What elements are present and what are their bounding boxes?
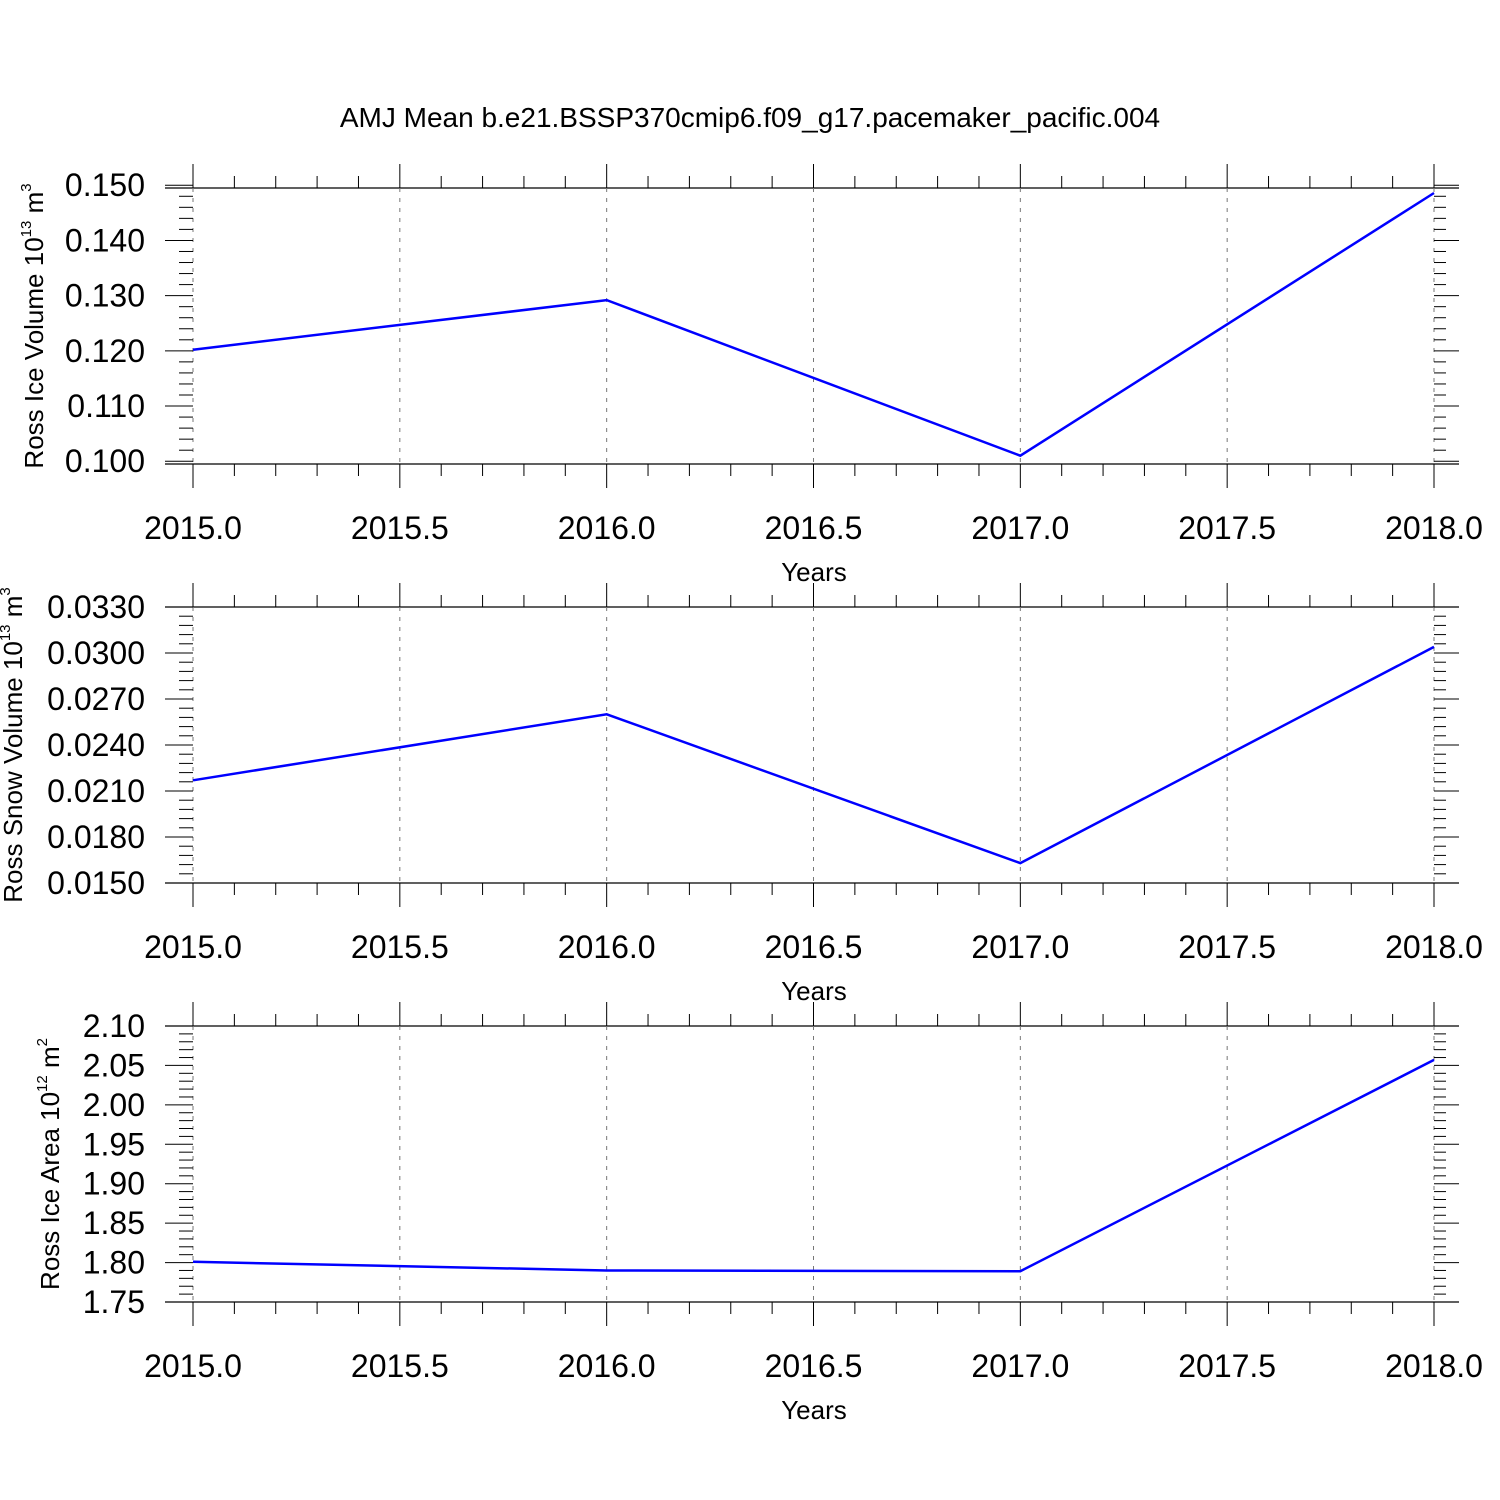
x-tick-label: 2015.5 [351, 1348, 449, 1384]
series-line [192, 1058, 1435, 1273]
x-tick-label: 2016.0 [558, 510, 656, 546]
x-tick-label: 2016.5 [765, 929, 863, 965]
y-axis-title-text: Ross Snow Volume 10 [0, 641, 28, 903]
y-axis-title-exponent: 13 [0, 624, 14, 641]
y-tick-label: 0.120 [65, 333, 145, 369]
x-tick-label: 2016.0 [558, 1348, 656, 1384]
y-tick-label: 1.85 [83, 1205, 145, 1241]
y-axis-title-exponent: 12 [34, 1075, 51, 1092]
y-axis-title-text: Ross Ice Volume 10 [19, 237, 49, 468]
x-tick-label: 2015.5 [351, 929, 449, 965]
x-tick-label: 2016.5 [765, 1348, 863, 1384]
x-tick-label: 2017.5 [1178, 510, 1276, 546]
chart-panel-1: 2015.0 2015.5 2016.0 2016.5 2017.0 2017.5 2018… [18, 164, 1483, 587]
x-tick-label: 2016.5 [765, 510, 863, 546]
y-tick-label: 0.0240 [47, 727, 145, 763]
x-tick-label: 2015.5 [351, 510, 449, 546]
x-tick-label: 2016.0 [558, 929, 656, 965]
x-axis-title: Years [781, 557, 847, 587]
y-tick-label: 1.75 [83, 1284, 145, 1320]
y-axis-title-unit-exponent: 3 [18, 183, 35, 191]
y-tick-label: 1.95 [83, 1126, 145, 1162]
x-tick-label: 2017.0 [971, 510, 1069, 546]
y-axis-title-unit: m [0, 596, 28, 625]
y-tick-label: 0.150 [65, 167, 145, 203]
y-axis-title: Ross Ice Area 1012 m2 [34, 1038, 65, 1290]
x-tick-label: 2015.0 [144, 1348, 242, 1384]
x-tick-label: 2015.0 [144, 510, 242, 546]
figure-title: AMJ Mean b.e21.BSSP370cmip6.f09_g17.pace… [340, 102, 1160, 133]
y-axis-title-text: Ross Ice Area 10 [35, 1092, 65, 1290]
y-tick-label: 0.100 [65, 443, 145, 479]
y-tick-label: 0.0330 [47, 589, 145, 625]
chart-panel-3: 2015.0 2015.5 2016.0 2016.5 2017.0 2017.5 2018… [34, 1002, 1483, 1425]
x-tick-label: 2017.5 [1178, 929, 1276, 965]
x-tick-label: 2017.0 [971, 929, 1069, 965]
y-axis-title-unit: m [35, 1046, 65, 1075]
y-tick-label: 0.140 [65, 222, 145, 258]
x-tick-label: 2017.5 [1178, 1348, 1276, 1384]
y-axis-title-exponent: 13 [18, 221, 35, 238]
y-tick-label: 2.10 [83, 1008, 145, 1044]
y-axis-title: Ross Snow Volume 1013 m3 [0, 587, 28, 903]
x-tick-label: 2015.0 [144, 929, 242, 965]
y-tick-label: 2.00 [83, 1087, 145, 1123]
y-tick-label: 0.130 [65, 278, 145, 314]
x-tick-label: 2018.0 [1385, 510, 1483, 546]
y-tick-label: 0.110 [67, 388, 145, 424]
y-axis-title-unit: m [19, 192, 49, 221]
y-tick-label: 0.0210 [47, 773, 145, 809]
y-tick-label: 0.0180 [47, 819, 145, 855]
x-tick-label: 2018.0 [1385, 1348, 1483, 1384]
y-tick-label: 1.80 [83, 1245, 145, 1281]
y-tick-label: 0.0300 [47, 635, 145, 671]
x-tick-label: 2018.0 [1385, 929, 1483, 965]
series-line [192, 645, 1435, 865]
y-axis-title-unit-exponent: 3 [0, 587, 14, 595]
series-line [192, 191, 1435, 458]
y-tick-label: 0.0150 [47, 865, 145, 901]
y-tick-label: 1.90 [83, 1166, 145, 1202]
y-axis-title-unit-exponent: 2 [34, 1038, 51, 1046]
chart-panel-2: 2015.0 2015.5 2016.0 2016.5 2017.0 2017.5 2018… [0, 583, 1483, 1006]
y-axis-title: Ross Ice Volume 1013 m3 [18, 183, 49, 468]
panels: 2015.0 2015.5 2016.0 2016.5 2017.0 2017.5 2018… [0, 164, 1483, 1425]
x-axis-title: Years [781, 1395, 847, 1425]
y-tick-label: 2.05 [83, 1047, 145, 1083]
y-tick-label: 0.0270 [47, 681, 145, 717]
x-axis-title: Years [781, 976, 847, 1006]
x-tick-label: 2017.0 [971, 1348, 1069, 1384]
